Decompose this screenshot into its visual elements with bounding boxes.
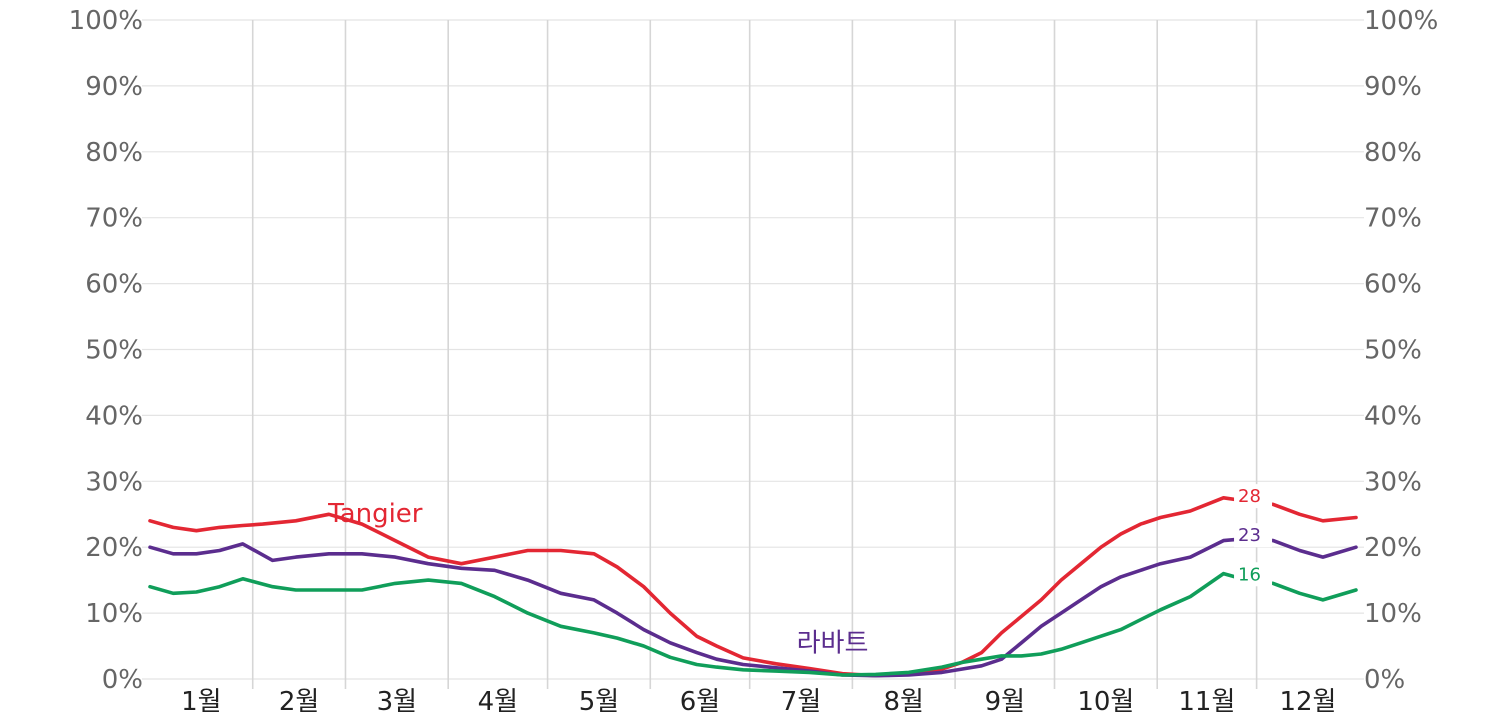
x-tick-label: 7월	[781, 687, 821, 717]
series-line	[148, 571, 1358, 677]
y-axis-right: 0% 10% 20% 30% 40% 50% 60% 70% 80% 90% 100%	[1364, 6, 1438, 695]
end-label-backdrop	[1234, 562, 1273, 587]
horizontal-gridlines	[142, 19, 1364, 680]
series-line	[148, 536, 1358, 678]
y-tick-label-right: 60%	[1364, 270, 1422, 300]
y-tick-label-left: 0%	[102, 665, 143, 695]
y-tick-label-left: 20%	[85, 533, 143, 563]
y-tick-label-right: 0%	[1364, 665, 1405, 695]
y-tick-label-right: 20%	[1364, 533, 1422, 563]
y-tick-label-left: 30%	[85, 467, 143, 497]
series-name-label: Tangier	[327, 499, 423, 529]
x-tick-label: 5월	[579, 687, 619, 717]
x-tick-label: 3월	[377, 687, 417, 717]
end-label-backdrop	[1234, 523, 1273, 548]
x-tick-label: 11월	[1178, 687, 1235, 717]
x-tick-label: 12월	[1279, 687, 1336, 717]
y-tick-label-right: 100%	[1364, 6, 1438, 36]
y-tick-label-right: 30%	[1364, 467, 1422, 497]
y-tick-label-right: 40%	[1364, 401, 1422, 431]
y-tick-label-right: 50%	[1364, 336, 1422, 366]
series-end-value-label: 16	[1238, 564, 1261, 585]
y-tick-label-left: 50%	[85, 336, 143, 366]
y-tick-label-right: 70%	[1364, 204, 1422, 234]
y-axis-left: 0% 10% 20% 30% 40% 50% 60% 70% 80% 90% 100%	[69, 6, 143, 695]
series-lines	[148, 496, 1358, 678]
y-tick-label-right: 90%	[1364, 72, 1422, 102]
x-tick-label: 6월	[680, 687, 720, 717]
y-tick-label-left: 10%	[85, 599, 143, 629]
x-tick-label: 2월	[279, 687, 319, 717]
y-tick-label-left: 70%	[85, 204, 143, 234]
end-label-backdrop	[1234, 484, 1273, 509]
series-name-label: 라바트	[797, 628, 869, 658]
series-labels: 28 23 16 Tangier 라바트	[327, 484, 1273, 658]
x-tick-label: 9월	[985, 687, 1025, 717]
x-tick-label: 8월	[884, 687, 924, 717]
y-tick-label-left: 80%	[85, 138, 143, 168]
y-tick-label-left: 90%	[85, 72, 143, 102]
x-tick-label: 10월	[1077, 687, 1134, 717]
y-tick-label-left: 40%	[85, 401, 143, 431]
y-tick-label-left: 100%	[69, 6, 143, 36]
series-end-value-label: 28	[1238, 486, 1261, 507]
y-tick-label-right: 80%	[1364, 138, 1422, 168]
month-gridlines	[251, 20, 1258, 689]
y-tick-label-left: 60%	[85, 270, 143, 300]
series-line	[148, 496, 1358, 678]
x-tick-label: 4월	[478, 687, 518, 717]
x-axis: 1월 2월 3월 4월 5월 6월 7월 8월 9월 10월 11월 12월	[181, 687, 1336, 717]
y-tick-label-right: 10%	[1364, 599, 1422, 629]
x-tick-label: 1월	[181, 687, 221, 717]
series-end-value-label: 23	[1238, 525, 1261, 546]
